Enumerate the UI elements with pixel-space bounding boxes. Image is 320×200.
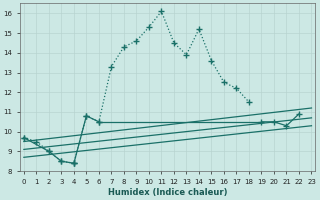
X-axis label: Humidex (Indice chaleur): Humidex (Indice chaleur) xyxy=(108,188,228,197)
